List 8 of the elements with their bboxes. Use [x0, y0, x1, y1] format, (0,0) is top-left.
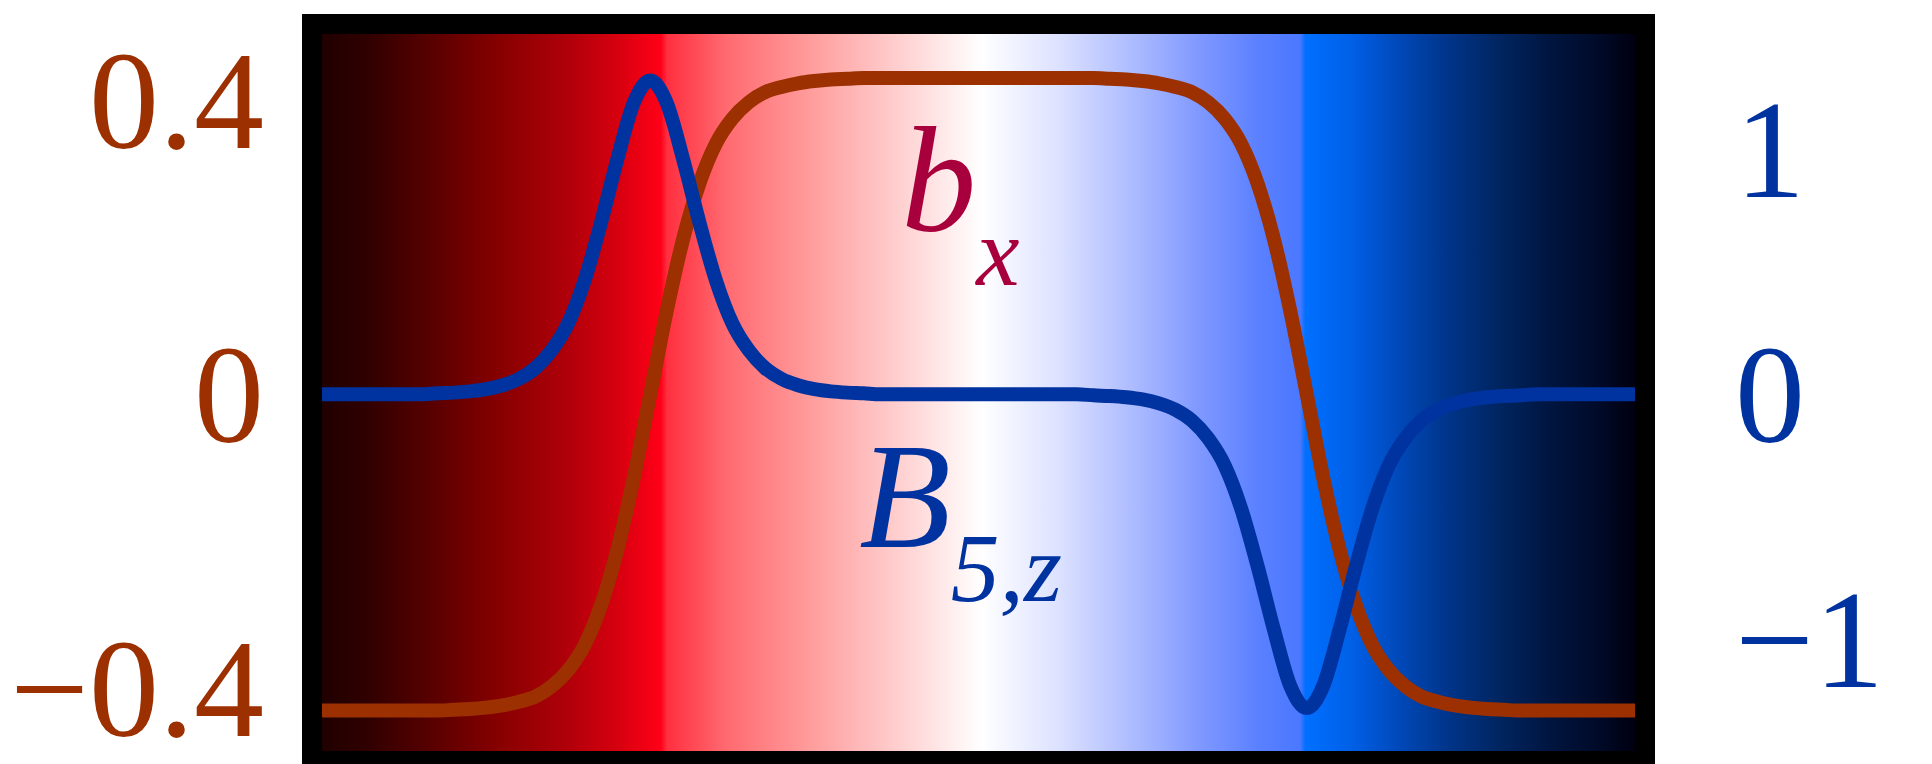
series-label: b$_{x}$: [901, 97, 1020, 307]
y-tick-label: 0: [194, 316, 264, 472]
y2-tick-label: 0: [1735, 316, 1805, 472]
y2-tick-label: −1: [1735, 562, 1884, 718]
y2-tick-label: 1: [1735, 71, 1805, 227]
y-tick-label: 0.4: [89, 22, 264, 178]
series-label: B$_{5,z}$: [859, 413, 1062, 623]
y-tick-label: −0.4: [10, 611, 264, 764]
